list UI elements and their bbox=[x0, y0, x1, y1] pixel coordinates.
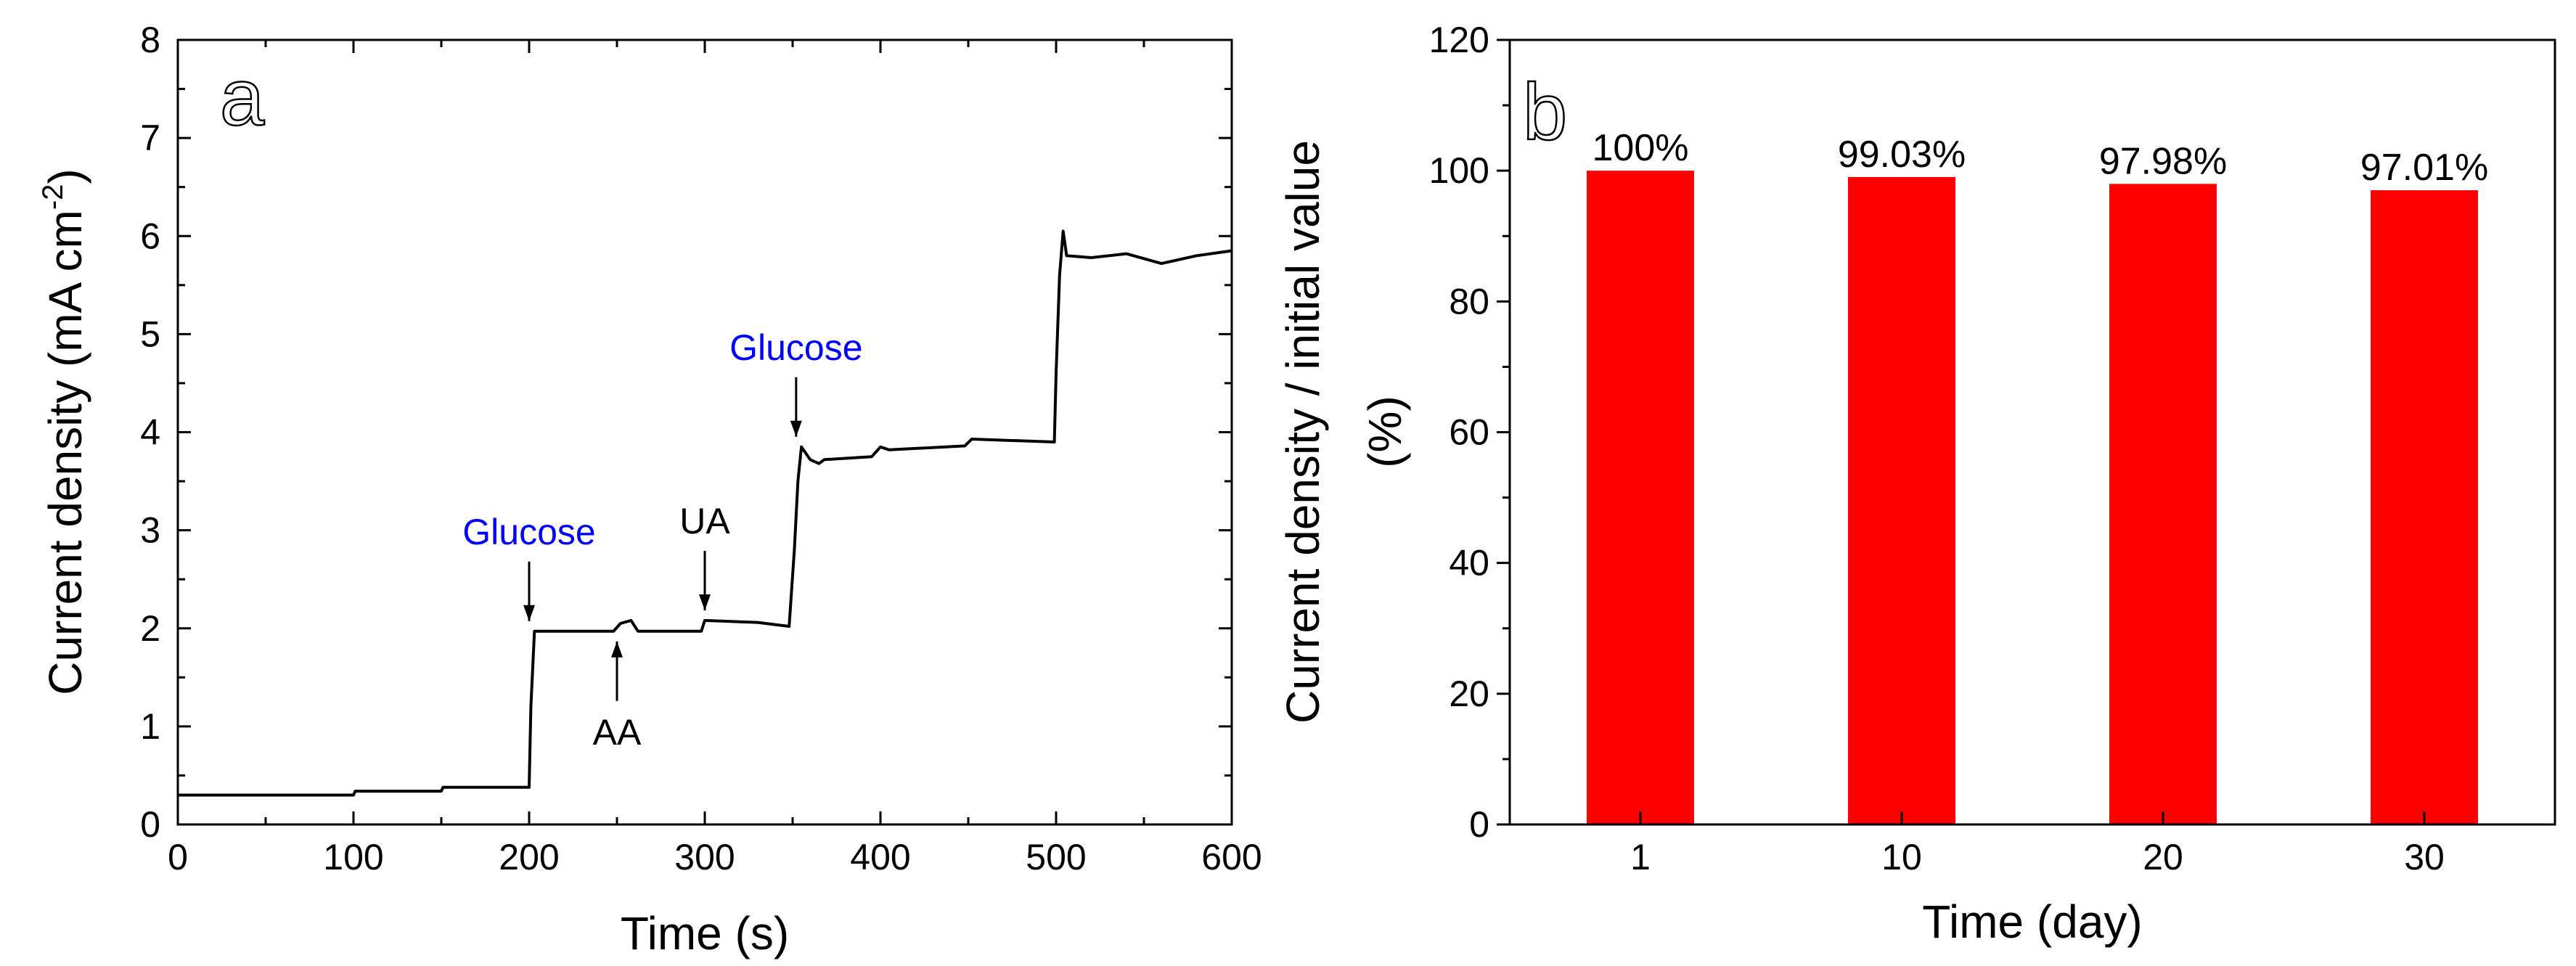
annotation-label: UA bbox=[679, 501, 730, 541]
x-tick-label: 30 bbox=[2404, 837, 2445, 877]
annotation-glucose: Glucose bbox=[462, 512, 596, 621]
x-tick-label: 1 bbox=[1630, 837, 1651, 877]
y-tick-label: 5 bbox=[140, 314, 160, 354]
x-tick-label: 200 bbox=[499, 837, 559, 877]
y-tick-label: 80 bbox=[1449, 281, 1489, 322]
panel-a-plot-frame bbox=[176, 38, 1233, 826]
panel-b-x-tick-labels: 1 10 20 30 bbox=[1630, 837, 2445, 877]
x-tick-label: 10 bbox=[1881, 837, 1922, 877]
panel-b-data-labels: 100% 99.03% 97.98% 97.01% bbox=[1592, 127, 2489, 189]
annotation-glucose: Glucose bbox=[729, 327, 863, 437]
bar-day-1 bbox=[1587, 171, 1694, 824]
bar-data-label: 100% bbox=[1592, 127, 1689, 169]
y-tick-label: 1 bbox=[140, 706, 160, 747]
annotation-ua: UA bbox=[679, 501, 730, 610]
annotation-label: AA bbox=[593, 712, 642, 753]
panel-a-y-axis-title-sup: -2 bbox=[37, 184, 69, 210]
annotation-arrow-head bbox=[790, 420, 802, 437]
y-tick-label: 2 bbox=[140, 608, 160, 649]
y-tick-label: 120 bbox=[1429, 20, 1489, 60]
bar-day-10 bbox=[1848, 176, 1955, 824]
y-tick-label: 0 bbox=[140, 804, 160, 845]
panel-b-y-axis-title-line1: Current density / initial value bbox=[1277, 140, 1329, 724]
bar-day-20 bbox=[2109, 184, 2217, 824]
panel-a-x-axis-title: Time (s) bbox=[621, 907, 789, 959]
current-density-line bbox=[178, 229, 1232, 797]
y-tick-label: 40 bbox=[1449, 543, 1489, 584]
x-tick-label: 100 bbox=[323, 837, 383, 877]
y-tick-label: 7 bbox=[140, 118, 160, 158]
panel-b-y-axis-title-line2: (%) bbox=[1359, 396, 1411, 468]
panel-a-y-axis-title-close: ) bbox=[39, 168, 91, 184]
panel-a-y-axis-title: Current density (mA cm-2) bbox=[37, 168, 91, 695]
y-tick-label: 60 bbox=[1449, 412, 1489, 453]
y-tick-label: 4 bbox=[140, 412, 160, 453]
panel-b-letter: b bbox=[1523, 67, 1567, 157]
panel-b-bar-chart: 1 10 20 30 0 20 40 60 80 100 120 100% 99.03% 97.98%… bbox=[1277, 20, 2556, 948]
x-tick-label: 500 bbox=[1026, 837, 1086, 877]
y-tick-label: 8 bbox=[140, 20, 160, 60]
panel-b-bars bbox=[1587, 171, 2478, 825]
x-tick-label: 400 bbox=[850, 837, 910, 877]
y-tick-label: 3 bbox=[140, 510, 160, 551]
annotation-label: Glucose bbox=[729, 327, 862, 368]
y-tick-label: 0 bbox=[1469, 804, 1489, 845]
panel-b-x-axis-title: Time (day) bbox=[1922, 896, 2142, 948]
x-tick-label: 20 bbox=[2143, 837, 2183, 877]
panel-a-ticks bbox=[176, 38, 1233, 826]
panel-a-y-axis-title-main: Current density (mA cm bbox=[39, 210, 91, 695]
annotation-arrow-head bbox=[523, 605, 535, 621]
panel-a-line-chart: 0 100 200 300 400 500 600 0 1 2 3 4 5 6 7 8 Glucose AA U… bbox=[37, 20, 1262, 959]
x-tick-label: 300 bbox=[674, 837, 735, 877]
bar-data-label: 99.03% bbox=[1838, 134, 1966, 176]
x-tick-label: 600 bbox=[1201, 837, 1262, 877]
annotation-arrow-head bbox=[611, 641, 623, 658]
panel-a-letter: a bbox=[220, 53, 265, 142]
bar-data-label: 97.01% bbox=[2360, 147, 2488, 189]
panel-b-y-tick-labels: 0 20 40 60 80 100 120 bbox=[1429, 20, 1489, 845]
annotation-label: Glucose bbox=[462, 512, 595, 552]
panel-a-y-tick-labels: 0 1 2 3 4 5 6 7 8 bbox=[140, 20, 160, 845]
bar-data-label: 97.98% bbox=[2099, 140, 2227, 182]
annotation-aa: AA bbox=[593, 641, 642, 753]
y-tick-label: 100 bbox=[1429, 150, 1489, 191]
y-tick-label: 20 bbox=[1449, 674, 1489, 714]
panel-b-ticks bbox=[1497, 38, 2426, 826]
x-tick-label: 0 bbox=[168, 837, 188, 877]
annotation-arrow-head bbox=[699, 594, 711, 610]
bar-day-30 bbox=[2371, 190, 2478, 825]
panel-a-annotations: Glucose AA UA Glucose bbox=[462, 327, 862, 753]
panel-a-x-tick-labels: 0 100 200 300 400 500 600 bbox=[168, 837, 1262, 877]
y-tick-label: 6 bbox=[140, 216, 160, 256]
